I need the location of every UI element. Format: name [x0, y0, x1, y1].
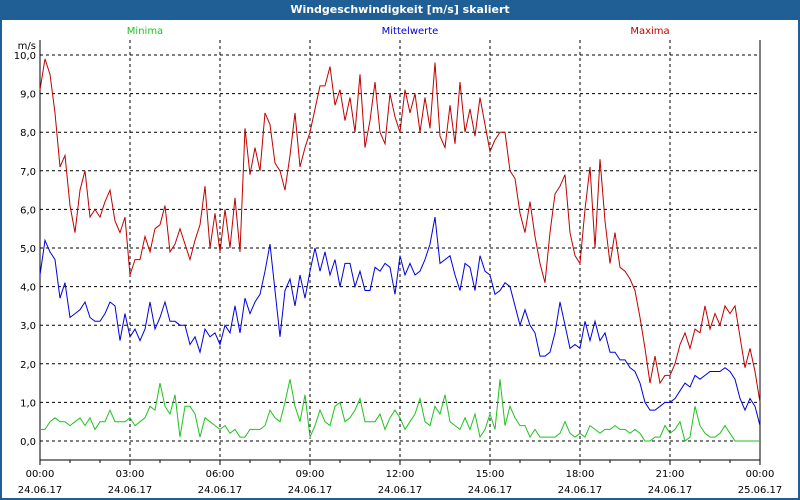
series-line-mittelwerte: [39, 217, 761, 426]
legend-maxima: Maxima: [630, 26, 669, 37]
x-tick-time: 06:00: [206, 469, 235, 480]
x-tick-time: 12:00: [386, 469, 415, 480]
y-tick-label: 10,0: [14, 51, 36, 62]
y-tick-label: 7,0: [20, 167, 36, 178]
y-tick-label: 1,0: [20, 398, 36, 409]
y-tick-label: 5,0: [20, 244, 36, 255]
y-tick-label: 4,0: [20, 283, 36, 294]
series-line-minima: [40, 379, 760, 442]
x-tick-time: 21:00: [656, 469, 685, 480]
y-tick-label: 6,0: [20, 205, 36, 216]
series-line-maxima: [39, 58, 761, 403]
y-tick-label: 3,0: [20, 321, 36, 332]
x-tick-time: 03:00: [116, 469, 145, 480]
x-tick-time: 00:00: [746, 469, 775, 480]
x-tick-date: 24.06.17: [558, 485, 603, 496]
x-tick-date: 24.06.17: [378, 485, 423, 496]
x-tick-date: 24.06.17: [648, 485, 693, 496]
window-title: Windgeschwindigkeit [m/s] skaliert: [0, 0, 800, 20]
y-tick-label: 0,0: [20, 437, 36, 448]
legend-mittelwerte: Mittelwerte: [382, 26, 439, 37]
x-tick-time: 18:00: [566, 469, 595, 480]
x-tick-date: 24.06.17: [18, 485, 63, 496]
y-tick-label: 2,0: [20, 360, 36, 371]
x-tick-date: 24.06.17: [288, 485, 333, 496]
x-tick-date: 24.06.17: [108, 485, 153, 496]
x-tick-date: 25.06.17: [738, 485, 783, 496]
x-tick-time: 15:00: [476, 469, 505, 480]
y-tick-label: 9,0: [20, 90, 36, 101]
y-tick-label: 8,0: [20, 128, 36, 139]
x-tick-date: 24.06.17: [198, 485, 243, 496]
x-tick-time: 09:00: [296, 469, 325, 480]
legend-minima: Minima: [127, 26, 163, 37]
x-tick-time: 00:00: [26, 469, 55, 480]
x-tick-date: 24.06.17: [468, 485, 513, 496]
y-axis-unit: m/s: [18, 41, 36, 52]
